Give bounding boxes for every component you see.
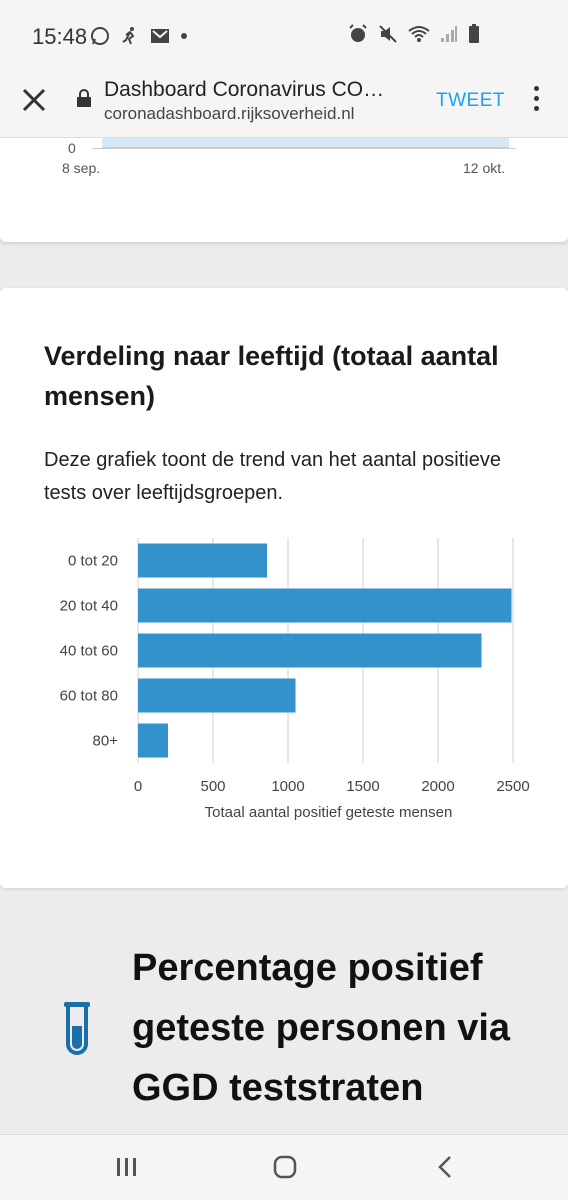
status-left-icons — [90, 26, 188, 46]
bar — [138, 633, 482, 668]
bar — [138, 543, 267, 578]
whatsapp-icon — [91, 27, 109, 45]
x-tick-label: 500 — [200, 778, 225, 795]
bar — [138, 723, 168, 758]
previous-chart-axis — [92, 148, 516, 149]
category-label: 80+ — [93, 733, 119, 750]
previous-chart-area — [102, 138, 509, 148]
close-icon[interactable] — [20, 86, 48, 114]
category-label: 60 tot 80 — [60, 688, 118, 705]
x-tick-label: 1000 — [271, 778, 304, 795]
test-tube-icon — [64, 1002, 90, 1055]
page-url[interactable]: coronadashboard.rijksoverheid.nl — [104, 104, 355, 123]
browser-toolbar: Dashboard Coronavirus CO… coronadashboar… — [0, 70, 568, 138]
category-label: 20 tot 40 — [60, 598, 118, 615]
status-bar: 15:48 — [0, 0, 568, 70]
x-tick-label: 1500 — [346, 778, 379, 795]
page-title: Dashboard Coronavirus CO… — [104, 78, 385, 101]
bar — [138, 678, 296, 713]
lock-icon — [77, 89, 91, 107]
card-title: Verdeling naar leeftijd (totaal aantal m… — [44, 341, 499, 411]
category-label: 40 tot 60 — [60, 643, 118, 660]
alarm-icon — [349, 24, 367, 42]
previous-chart-y-zero: 0 — [68, 140, 76, 156]
status-time: 15:48 — [32, 24, 88, 49]
signal-icon — [441, 26, 457, 42]
category-label: 0 tot 20 — [68, 553, 118, 570]
x-axis-label: Totaal aantal positief geteste mensen — [205, 804, 453, 821]
card-description: Deze grafiek toont de trend van het aant… — [44, 449, 501, 504]
more-options-icon[interactable] — [528, 86, 544, 116]
page-content: 0 8 sep. 12 okt. Verdeling naar leeftijd… — [0, 138, 568, 1134]
x-tick-label: 2500 — [496, 778, 529, 795]
gmail-icon — [151, 29, 169, 43]
back-icon[interactable] — [436, 1155, 454, 1179]
x-tick-label: 0 — [134, 778, 142, 795]
previous-chart-x-start: 8 sep. — [62, 160, 101, 176]
wifi-icon — [408, 26, 430, 42]
recent-apps-icon[interactable] — [116, 1157, 138, 1177]
dot-icon — [181, 33, 187, 39]
runner-icon — [122, 27, 135, 45]
system-nav-bar — [0, 1134, 568, 1200]
mute-icon — [379, 25, 397, 43]
section-title: Percentage positief geteste personen via… — [132, 947, 511, 1109]
status-right-icons — [348, 24, 480, 44]
battery-icon — [469, 24, 479, 43]
home-icon[interactable] — [273, 1155, 297, 1179]
x-tick-label: 2000 — [421, 778, 454, 795]
age-distribution-card: Verdeling naar leeftijd (totaal aantal m… — [0, 288, 568, 888]
tweet-button[interactable]: TWEET — [436, 90, 505, 111]
age-bar-chart: 0 500 1000 1500 2000 2500 0 tot 20 20 tot 40 40 … — [60, 538, 530, 821]
bar — [138, 588, 512, 623]
previous-chart-x-end: 12 okt. — [463, 160, 506, 176]
previous-chart-card: 0 8 sep. 12 okt. — [0, 138, 568, 242]
